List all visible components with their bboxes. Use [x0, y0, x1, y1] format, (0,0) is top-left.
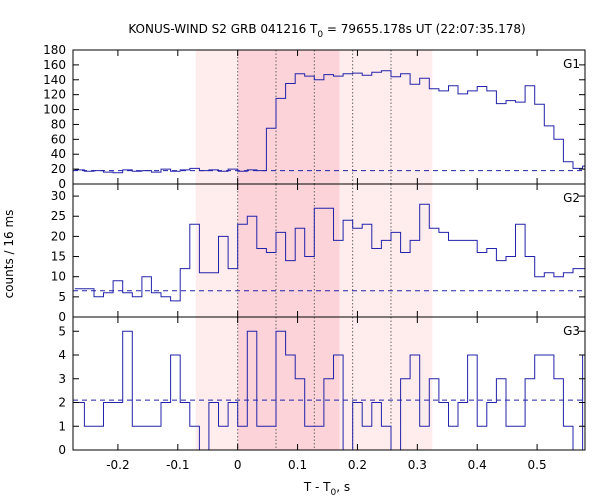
y-tick-label: 0: [58, 310, 66, 324]
shaded-interval: [237, 184, 340, 317]
shaded-interval: [237, 317, 340, 450]
x-tick-label: -0.2: [106, 458, 129, 472]
panel-label-g2: G2: [563, 191, 580, 205]
x-tick-label: 0.3: [408, 458, 427, 472]
chart-title: KONUS-WIND S2 GRB 041216 T0 = 79655.178s…: [128, 22, 525, 40]
x-tick-label: 0.2: [348, 458, 367, 472]
y-tick-label: 120: [43, 88, 66, 102]
y-tick-label: 20: [51, 229, 66, 243]
chart-title-sub: 0: [317, 30, 323, 40]
y-tick-label: 2: [58, 396, 66, 410]
y-tick-label: 80: [51, 117, 66, 131]
x-axis-label-sub: 0: [331, 488, 337, 498]
x-tick-label: 0.4: [468, 458, 487, 472]
x-tick-label: 0.1: [288, 458, 307, 472]
chart-title-suffix: = 79655.178s UT (22:07:35.178): [323, 22, 526, 36]
y-axis-label: counts / 16 ms: [2, 210, 16, 299]
chart-title-prefix: KONUS-WIND S2 GRB 041216 T: [128, 22, 318, 36]
y-tick-label: 60: [51, 132, 66, 146]
y-tick-label: 10: [51, 270, 66, 284]
y-tick-label: 3: [58, 372, 66, 386]
panel-label-g3: G3: [563, 324, 580, 338]
light-curve-g1: [74, 70, 585, 174]
y-tick-label: 30: [51, 189, 66, 203]
panel-g2: 0 5 10 15 20 25 30 G2: [51, 183, 586, 324]
y-tick-label: 25: [51, 209, 66, 223]
y-tick-label: 4: [58, 348, 66, 362]
x-axis-label-prefix: T - T: [303, 480, 331, 494]
panel-label-g1: G1: [563, 57, 580, 71]
y-tick-label: 0: [58, 177, 66, 191]
y-tick-label: 15: [51, 250, 66, 264]
y-tick-label: 40: [51, 147, 66, 161]
y-tick-label: 160: [43, 58, 66, 72]
y-tick-label: 180: [43, 43, 66, 57]
y-tick-label: 5: [58, 324, 66, 338]
light-curve-g3: [74, 330, 585, 451]
panel-g3: 0 1 2 3 4 5 G3: [58, 316, 586, 457]
y-tick-label: 0: [58, 443, 66, 457]
x-axis-label-suffix: , s: [336, 480, 350, 494]
panel-frame: [72, 316, 586, 451]
light-curve-g2: [74, 203, 585, 302]
y-tick-label: 20: [51, 162, 66, 176]
y-tick-label: 140: [43, 73, 66, 87]
y-tick-label: 5: [58, 290, 66, 304]
x-tick-label: -0.1: [166, 458, 189, 472]
x-tick-label: 0: [234, 458, 242, 472]
y-tick-label: 1: [58, 419, 66, 433]
y-tick-label: 100: [43, 103, 66, 117]
shaded-interval: [237, 50, 340, 184]
x-tick-label: 0.5: [528, 458, 547, 472]
x-axis-label: T - T0, s: [303, 480, 350, 498]
